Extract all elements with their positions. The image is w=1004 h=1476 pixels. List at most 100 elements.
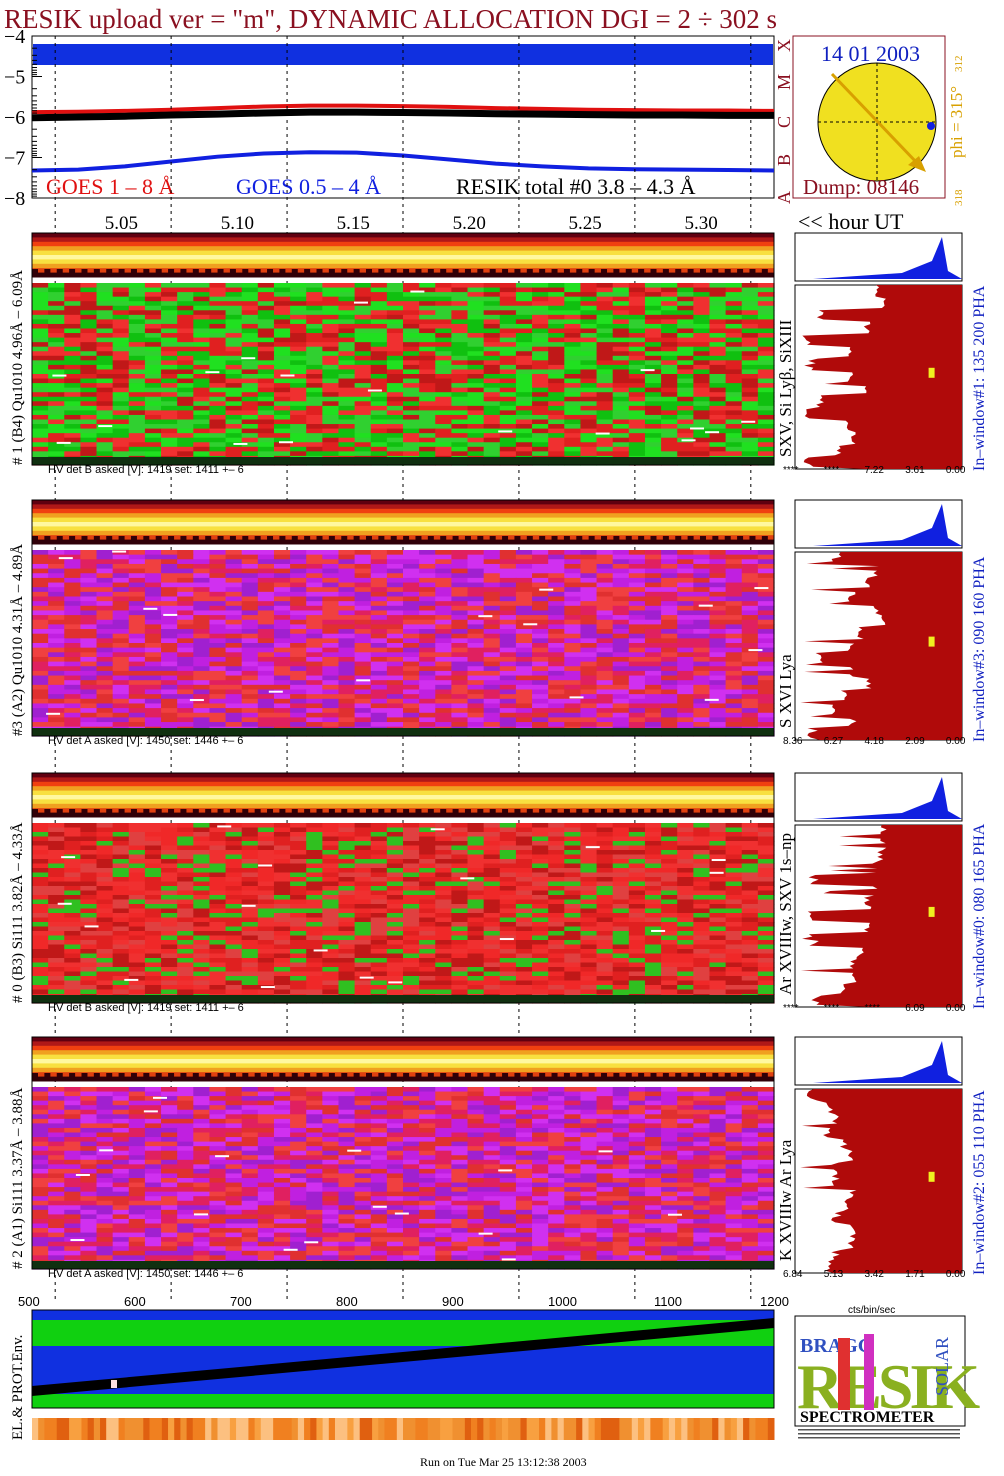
heatmap-cell (177, 638, 194, 644)
heatmap-cell (741, 305, 759, 311)
heatmap-cell (128, 850, 146, 856)
heatmap-cell (177, 374, 194, 380)
heatmap-cell (48, 881, 65, 887)
heatmap-cell (64, 890, 81, 896)
heatmap-cell (483, 573, 501, 579)
heatmap-cell (128, 656, 146, 663)
heatmap-cell (241, 582, 259, 588)
heatmap-cell (80, 913, 98, 919)
heatmap-cell (628, 442, 646, 448)
heatmap-cell (354, 573, 372, 579)
heatmap-cell (80, 305, 98, 311)
heatmap-cell (128, 881, 146, 887)
heatmap-cell (386, 722, 404, 728)
heatmap-spike (280, 374, 295, 377)
heatmap-cell (193, 319, 211, 325)
heatmap-cell (612, 823, 630, 829)
heatmap-cell (612, 296, 630, 302)
heatmap-cell (612, 573, 630, 579)
heatmap-cell (564, 832, 582, 838)
heatmap-cell (483, 854, 501, 860)
heatmap-cell (322, 333, 340, 339)
heatmap-cell (225, 355, 243, 361)
heatmap-cell (386, 446, 404, 452)
heatmap-cell (354, 383, 372, 389)
heatmap-cell (644, 619, 662, 625)
heatmap-cell (273, 633, 291, 639)
heatmap-cell (322, 661, 340, 667)
heatmap-cell (193, 712, 211, 718)
heatmap-cell (515, 722, 533, 728)
heatmap-cell (709, 619, 727, 625)
heatmap-cell (483, 666, 501, 672)
heatmap-cell (677, 337, 694, 343)
heatmap-cell (612, 333, 630, 339)
heatmap-cell (290, 296, 307, 302)
heatmap-cell (354, 886, 372, 892)
heatmap-cell (596, 601, 614, 607)
heatmap-cell (64, 369, 81, 375)
heatmap-cell (290, 310, 307, 316)
heatmap-cell (290, 451, 307, 457)
heatmap-cell (741, 559, 759, 565)
heatmap-cell (193, 342, 211, 348)
heatmap-cell (80, 360, 98, 366)
heatmap-cell (644, 596, 662, 602)
heatmap-cell (96, 698, 114, 705)
heatmap-cell (757, 591, 775, 598)
heatmap-cell (628, 643, 646, 649)
heatmap-cell (48, 890, 65, 896)
heatmap-cell (144, 364, 162, 371)
heatmap-cell (548, 680, 565, 686)
heatmap-cell (370, 832, 388, 838)
heatmap-cell (354, 661, 372, 667)
heatmap-cell (193, 573, 211, 579)
heatmap-cell (225, 643, 243, 649)
heatmap-cell (596, 591, 614, 598)
heatmap-cell (483, 670, 501, 677)
heatmap-cell (419, 319, 436, 325)
fire-speckle (390, 536, 397, 540)
heatmap-cell (419, 680, 436, 686)
heatmap-cell (515, 647, 533, 653)
heatmap-cell (499, 619, 517, 625)
heatmap-cell (435, 587, 452, 593)
heatmap-cell (257, 554, 275, 560)
heatmap-cell (161, 446, 178, 452)
heatmap-cell (483, 563, 501, 570)
heatmap-cell (709, 424, 727, 430)
heatmap-cell (370, 405, 388, 411)
heatmap-cell (80, 633, 98, 639)
heatmap-cell (709, 899, 727, 905)
heatmap-cell (532, 337, 549, 343)
heatmap-cell (290, 656, 307, 663)
heatmap-cell (741, 899, 759, 905)
heatmap-cell (741, 428, 759, 434)
heatmap-cell (225, 703, 243, 709)
heatmap-cell (273, 680, 291, 686)
heatmap-cell (403, 694, 420, 700)
heatmap-cell (306, 550, 323, 556)
heatmap-cell (709, 287, 727, 293)
heatmap-cell (128, 360, 146, 366)
heatmap-cell (515, 859, 533, 865)
heatmap-spike (241, 357, 256, 360)
heatmap-cell (306, 684, 323, 691)
heatmap-cell (193, 433, 211, 439)
heatmap-cell (322, 615, 340, 621)
heatmap-cell (725, 712, 743, 718)
heatmap-cell (112, 868, 130, 874)
heatmap-cell (112, 355, 130, 361)
heatmap-cell (338, 554, 356, 560)
heatmap-cell (177, 446, 194, 452)
heatmap-cell (112, 428, 130, 434)
heatmap-cell (661, 601, 678, 607)
heatmap-cell (177, 442, 194, 448)
heatmap-cell (241, 877, 259, 883)
heatmap-cell (628, 827, 646, 833)
heatmap-cell (548, 698, 565, 705)
heatmap-cell (677, 854, 694, 860)
heatmap-cell (548, 675, 565, 681)
heatmap-cell (596, 369, 614, 375)
heatmap-cell (451, 437, 469, 443)
